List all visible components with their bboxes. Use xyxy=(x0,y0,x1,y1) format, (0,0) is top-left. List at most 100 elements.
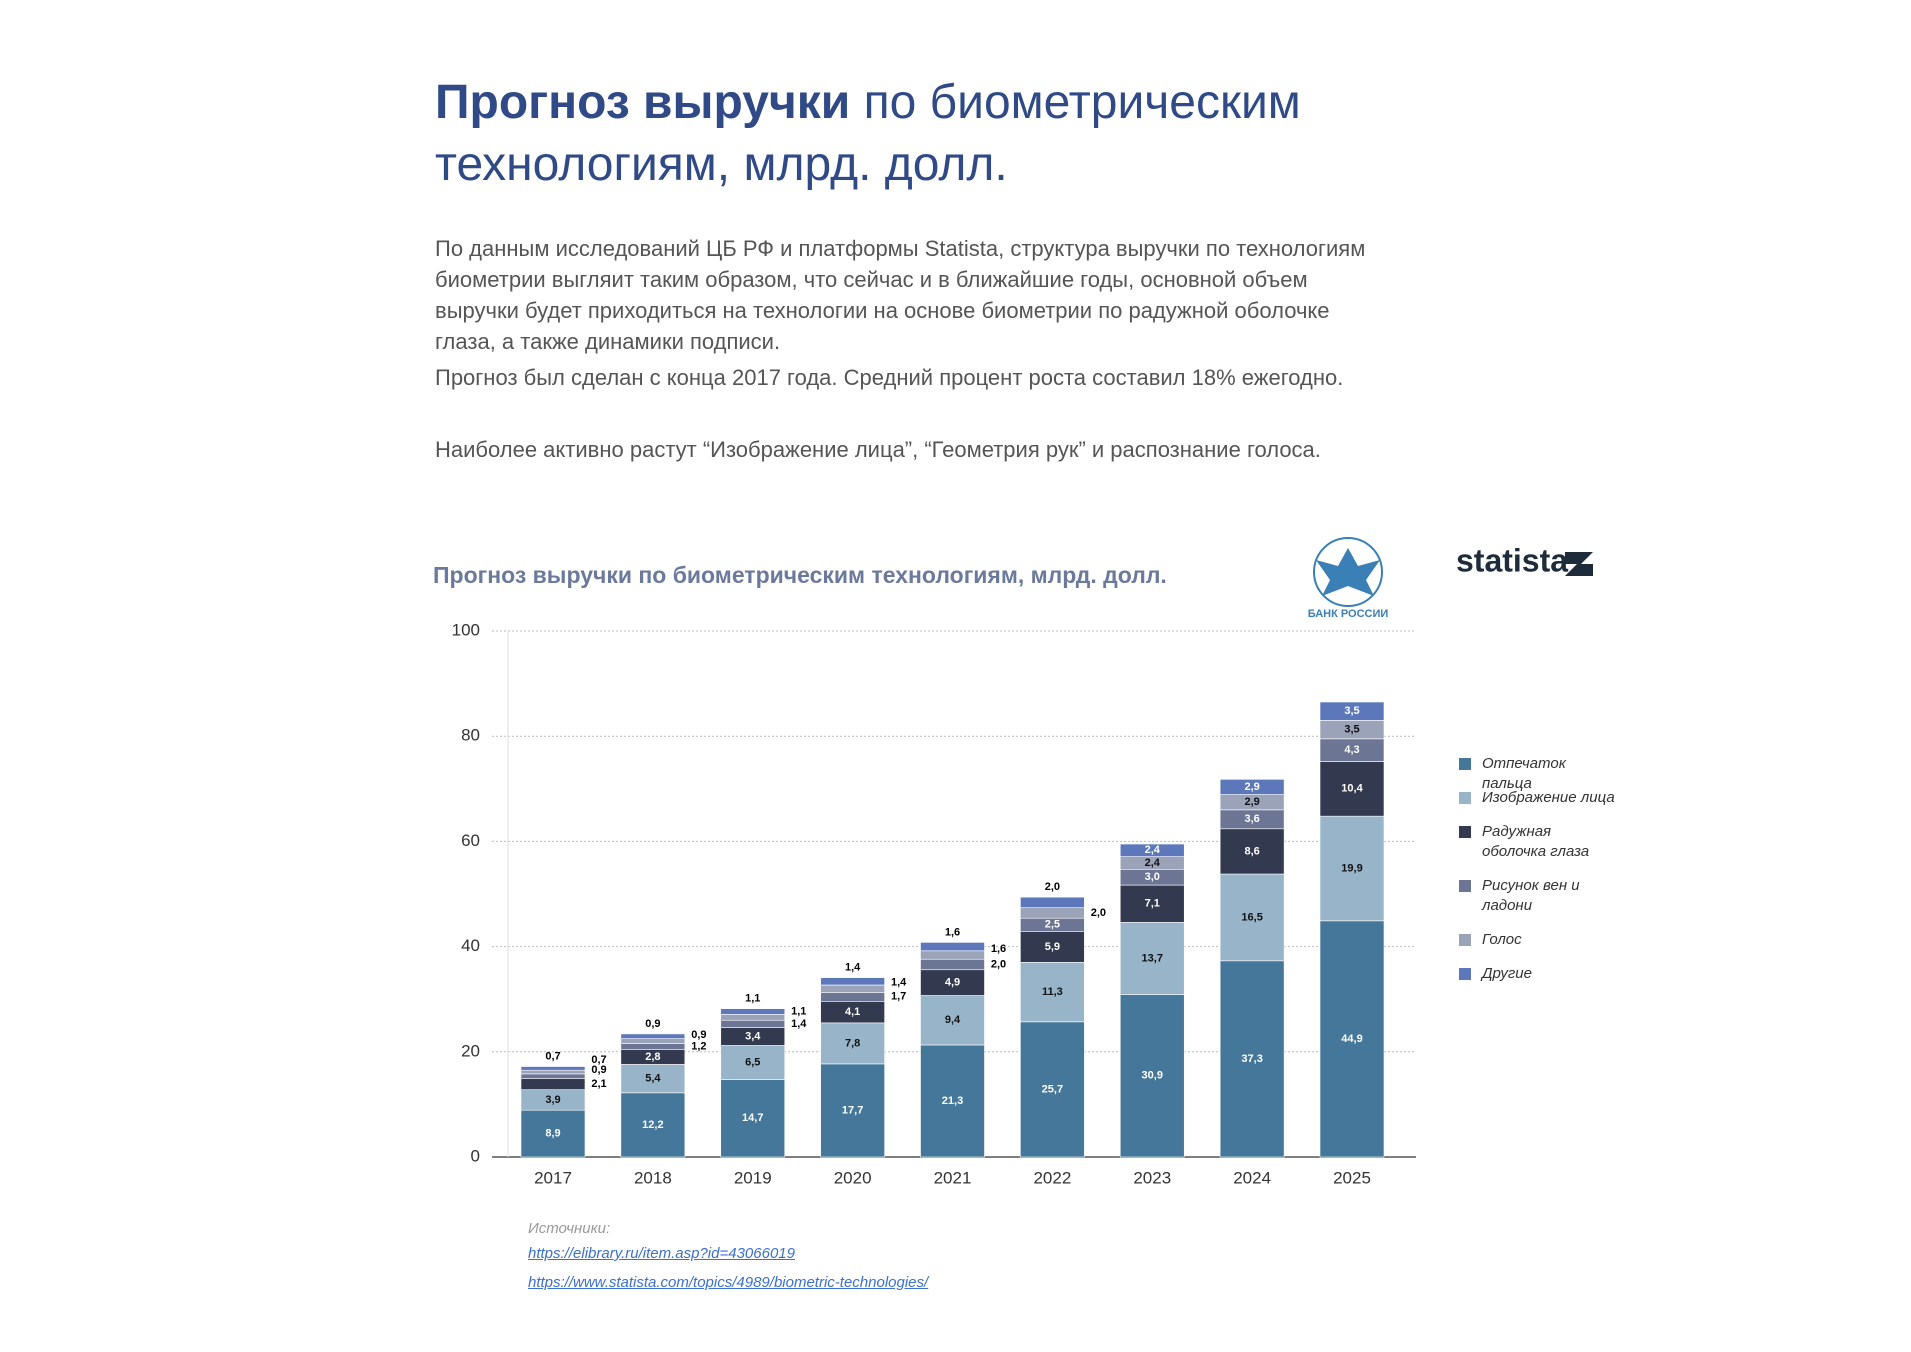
data-label: 10,4 xyxy=(1341,783,1363,795)
legend-label: Другие xyxy=(1482,965,1532,982)
x-tick-label: 2025 xyxy=(1333,1168,1371,1187)
source-link[interactable]: https://www.statista.com/topics/4989/bio… xyxy=(528,1274,929,1291)
x-tick-label: 2023 xyxy=(1133,1168,1171,1187)
data-label: 9,4 xyxy=(945,1014,961,1026)
data-label: 8,6 xyxy=(1244,845,1259,857)
bar-segment xyxy=(1020,1021,1085,1158)
legend-swatch xyxy=(1459,758,1471,770)
legend-label: Радужная оболочка глаза xyxy=(1482,823,1590,860)
y-tick-label: 0 xyxy=(471,1146,480,1165)
bar-segment xyxy=(520,1109,586,1158)
bar-segment xyxy=(1119,884,1185,923)
bar-segment xyxy=(520,1078,586,1090)
sources-heading: Источники: xyxy=(528,1220,611,1237)
data-label: 2,0 xyxy=(1045,881,1060,893)
bar-segment xyxy=(1020,962,1085,1023)
bar-segment xyxy=(920,950,985,960)
data-label: 25,7 xyxy=(1042,1083,1063,1095)
bar-segment xyxy=(520,1066,586,1071)
bar-segment xyxy=(620,1092,686,1158)
bar-segment xyxy=(620,1033,686,1039)
legend-item: Голос xyxy=(1459,930,1619,950)
bar-segment xyxy=(1219,779,1285,795)
data-label: 6,5 xyxy=(745,1056,760,1068)
data-label: 2,0 xyxy=(1091,907,1106,919)
data-label: 2,8 xyxy=(645,1051,660,1063)
bar-segment xyxy=(1319,761,1385,817)
data-label: 17,7 xyxy=(842,1104,863,1116)
y-tick-label: 100 xyxy=(452,620,480,639)
bar-segment xyxy=(1119,994,1185,1158)
legend-item: Рисунок вен и ладони xyxy=(1459,876,1619,916)
legend-label: Изображение лица xyxy=(1482,789,1615,806)
bar-segment xyxy=(1020,907,1085,919)
legend-swatch xyxy=(1459,880,1471,892)
bar-segment xyxy=(1319,920,1385,1158)
x-tick-label: 2019 xyxy=(734,1168,772,1187)
data-label: 2,4 xyxy=(1145,857,1161,869)
bar-segment xyxy=(1119,843,1185,857)
heading: Прогноз выручки по биометрическим технол… xyxy=(435,72,1415,196)
bar-segment xyxy=(1119,922,1185,995)
bar-segment xyxy=(720,1014,786,1021)
data-label: 1,6 xyxy=(991,943,1006,955)
legend-swatch xyxy=(1459,792,1471,804)
data-label: 1,7 xyxy=(891,991,906,1003)
bar-segment xyxy=(820,992,885,1002)
data-label: 1,2 xyxy=(691,1040,706,1052)
data-label: 37,3 xyxy=(1241,1053,1262,1065)
data-label: 44,9 xyxy=(1341,1033,1362,1045)
legend-item: Изображение лица xyxy=(1459,788,1619,808)
bar-segment xyxy=(720,1079,786,1158)
data-label: 3,9 xyxy=(545,1094,560,1106)
legend-label: Рисунок вен и ладони xyxy=(1482,877,1580,914)
x-tick-label: 2018 xyxy=(634,1168,672,1187)
paragraph: Наиболее активно растут “Изображение лиц… xyxy=(435,437,1321,462)
paragraph: По данным исследований ЦБ РФ и платформы… xyxy=(435,236,1366,354)
data-label: 5,4 xyxy=(645,1073,661,1085)
bar-segment xyxy=(520,1073,586,1079)
bar-segment xyxy=(1020,931,1085,963)
logo-eagle xyxy=(1316,548,1380,596)
bar-segment xyxy=(720,1019,786,1028)
bar-segment xyxy=(1319,815,1385,922)
data-label: 0,9 xyxy=(591,1064,606,1076)
x-tick-label: 2020 xyxy=(834,1168,872,1187)
bar-segment xyxy=(820,984,885,993)
data-label: 14,7 xyxy=(742,1112,763,1124)
bar-segment xyxy=(1219,828,1285,875)
legend-label: Голос xyxy=(1482,931,1522,948)
data-label: 3,5 xyxy=(1344,705,1359,717)
bar-segment xyxy=(620,1064,686,1094)
data-label: 0,9 xyxy=(691,1029,706,1041)
data-label: 7,8 xyxy=(845,1037,860,1049)
legend-swatch xyxy=(1459,968,1471,980)
heading-bold: Прогноз выручки xyxy=(435,76,851,129)
bar-segment xyxy=(520,1069,586,1075)
legend-swatch xyxy=(1459,826,1471,838)
paragraph: Прогноз был сделан с конца 2017 года. Ср… xyxy=(435,365,1344,390)
logo-text: БАНК РОССИИ xyxy=(1308,608,1389,620)
data-label: 19,9 xyxy=(1341,862,1362,874)
x-tick-label: 2021 xyxy=(934,1168,972,1187)
bar-segment xyxy=(920,958,985,971)
data-label: 2,9 xyxy=(1244,796,1259,808)
data-label: 3,4 xyxy=(745,1030,761,1042)
bar-segment xyxy=(620,1043,686,1050)
bar-segment xyxy=(920,942,985,952)
x-tick-label: 2017 xyxy=(534,1168,572,1187)
data-label: 1,6 xyxy=(945,926,960,938)
y-tick-label: 80 xyxy=(461,726,480,745)
data-label: 1,4 xyxy=(891,977,907,989)
logo-emblem xyxy=(1313,537,1383,607)
data-label: 2,5 xyxy=(1045,919,1060,931)
data-label: 11,3 xyxy=(1042,986,1063,998)
data-label: 2,9 xyxy=(1244,781,1259,793)
data-label: 3,0 xyxy=(1145,871,1160,883)
data-label: 8,9 xyxy=(545,1127,560,1139)
bar-segment xyxy=(1020,896,1085,908)
data-label: 0,9 xyxy=(645,1018,660,1030)
statista-mark xyxy=(1565,552,1593,576)
source-link[interactable]: https://elibrary.ru/item.asp?id=43066019 xyxy=(528,1245,795,1262)
